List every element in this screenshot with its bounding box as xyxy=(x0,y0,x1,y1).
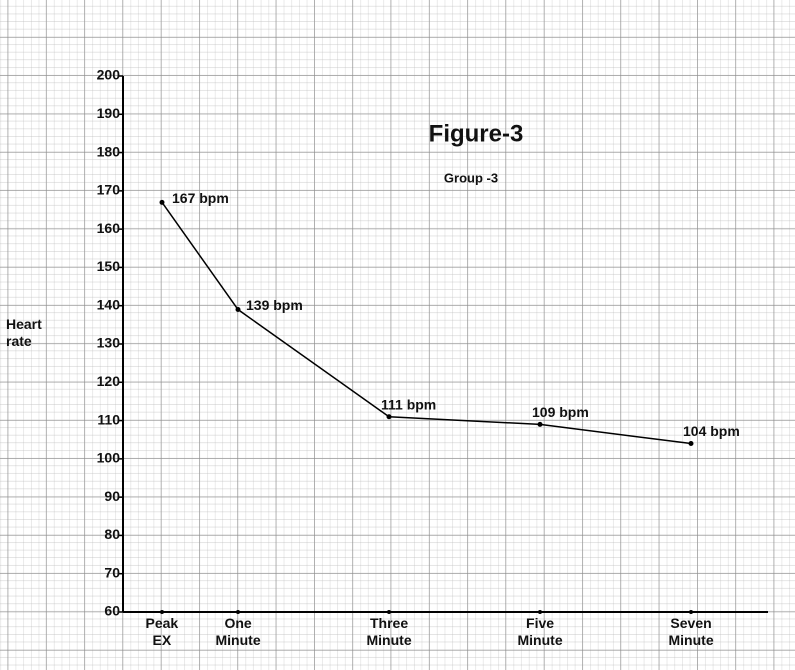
x-tick-label: Three Minute xyxy=(366,615,412,648)
y-axis-label: Heart rate xyxy=(6,316,42,349)
x-tick-label: Seven Minute xyxy=(668,615,714,648)
point xyxy=(537,421,543,427)
y-tick-label: 180 xyxy=(97,143,121,159)
y-tick-label: 100 xyxy=(97,450,121,466)
y-tick-label: 70 xyxy=(104,564,120,580)
data-label: 111 bpm xyxy=(381,396,436,412)
point xyxy=(235,307,241,313)
point xyxy=(159,199,165,205)
y-tick-label: 140 xyxy=(97,296,121,312)
x-tick xyxy=(538,610,542,614)
data-label: 109 bpm xyxy=(532,404,589,420)
y-tick-label: 190 xyxy=(97,105,121,121)
data-label: 139 bpm xyxy=(246,297,303,313)
data-label: 167 bpm xyxy=(172,190,229,206)
x-tick-label: One Minute xyxy=(215,615,261,648)
y-tick-label: 200 xyxy=(97,67,121,83)
chart-subtitle: Group -3 xyxy=(444,170,498,185)
x-tick-label: Peak EX xyxy=(145,615,179,648)
x-tick-label: Five Minute xyxy=(517,615,563,648)
y-tick-label: 90 xyxy=(104,488,120,504)
y-tick-label: 120 xyxy=(97,373,121,389)
y-tick-label: 110 xyxy=(97,411,120,427)
x-tick xyxy=(236,610,240,614)
chart-title: Figure-3 xyxy=(429,120,524,147)
y-tick-label: 160 xyxy=(97,220,121,236)
x-tick xyxy=(387,610,391,614)
y-tick-label: 170 xyxy=(97,182,121,198)
y-tick-label: 60 xyxy=(104,603,120,619)
point xyxy=(386,414,392,420)
y-tick-label: 80 xyxy=(104,526,120,542)
x-tick xyxy=(160,610,164,614)
y-tick-label: 130 xyxy=(97,335,121,351)
y-tick-label: 150 xyxy=(97,258,121,274)
point xyxy=(688,441,694,447)
x-tick xyxy=(689,610,693,614)
data-label: 104 bpm xyxy=(683,423,740,439)
